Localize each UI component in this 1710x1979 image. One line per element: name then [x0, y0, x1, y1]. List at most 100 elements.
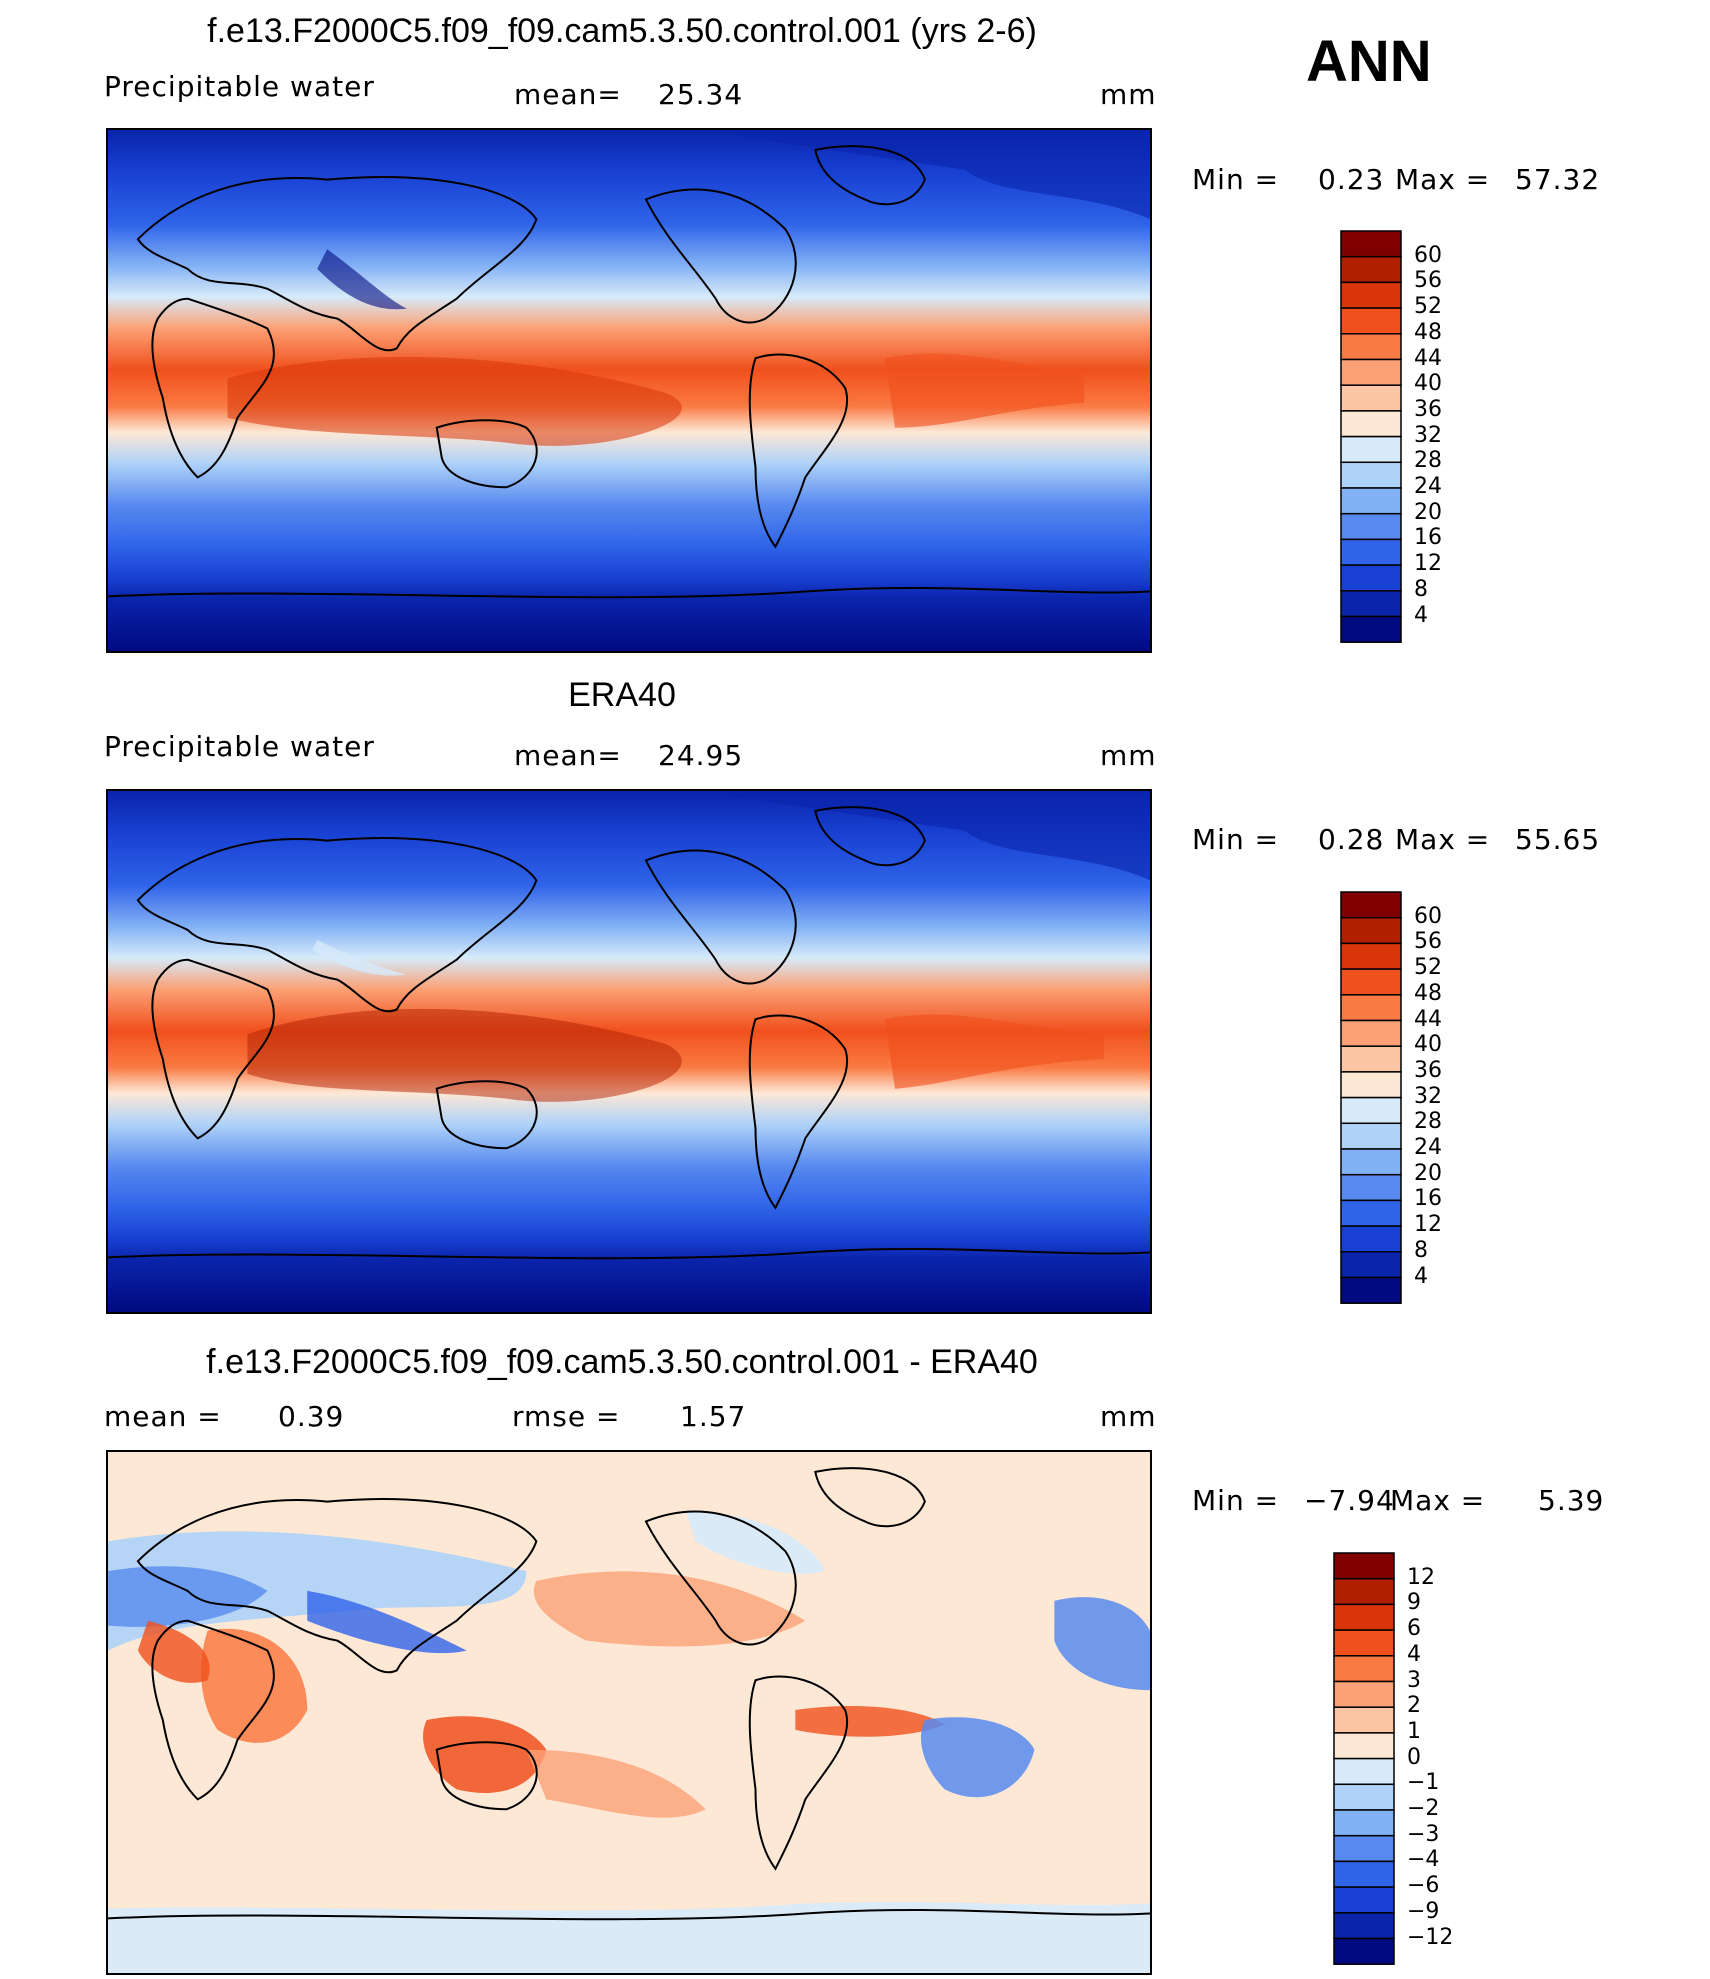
colorbar-tick-label: 60 — [1414, 903, 1442, 929]
colorbar-tick-label: 32 — [1414, 422, 1442, 448]
colorbar-swatch — [1333, 1603, 1395, 1631]
colorbar-tick-label: 24 — [1414, 1135, 1442, 1160]
colorbar-tick-label: 44 — [1414, 1006, 1442, 1032]
colorbar-tick-label: 9 — [1407, 1590, 1421, 1616]
colorbar-tick-label: 8 — [1414, 576, 1428, 602]
colorbar-tick-label: −1 — [1407, 1770, 1440, 1796]
panel-2-map — [106, 789, 1152, 1314]
colorbar-swatch — [1333, 1706, 1395, 1734]
colorbar-tick-label: 40 — [1414, 371, 1442, 397]
colorbar-swatch — [1340, 230, 1402, 258]
panel-3-units: mm — [1100, 1400, 1157, 1433]
panel-3-rmse-value: 1.57 — [680, 1400, 747, 1433]
colorbar-tick-label: 6 — [1407, 1616, 1421, 1642]
colorbar-swatch — [1340, 916, 1402, 945]
colorbar-swatch — [1340, 1225, 1402, 1253]
colorbar-swatch — [1340, 384, 1402, 412]
panel-2-title: ERA40 — [568, 676, 676, 714]
colorbar-tick-label: 40 — [1414, 1032, 1442, 1058]
colorbar-swatch — [1340, 968, 1402, 996]
colorbar-swatch — [1340, 1251, 1402, 1279]
colorbar-swatch — [1340, 1071, 1402, 1099]
colorbar-tick-label: −3 — [1407, 1821, 1440, 1847]
colorbar-tick-label: 44 — [1414, 345, 1442, 371]
colorbar-swatch — [1340, 994, 1402, 1022]
colorbar-swatch — [1340, 512, 1402, 541]
colorbar-swatch — [1340, 307, 1402, 335]
panel-2-mean-value: 24.95 — [658, 739, 744, 772]
colorbar-swatch — [1340, 435, 1402, 464]
colorbar-tick-label: 32 — [1414, 1083, 1442, 1109]
panel-3-map — [106, 1450, 1152, 1975]
panel-3-max-value: 5.39 — [1538, 1484, 1605, 1517]
colorbar-tick-label: 4 — [1414, 1263, 1428, 1289]
colorbar-swatch — [1340, 1148, 1402, 1176]
colorbar-tick-label: 2 — [1407, 1693, 1421, 1719]
colorbar-swatch — [1340, 1045, 1402, 1073]
colorbar-tick-label: 3 — [1407, 1667, 1421, 1693]
panel-1-max-label: Max = — [1395, 163, 1491, 196]
season-label: ANN — [1306, 29, 1432, 94]
panel-1-title: f.e13.F2000C5.f09_f09.cam5.3.50.control.… — [207, 12, 1037, 50]
colorbar-swatch — [1340, 1276, 1402, 1304]
colorbar-swatch — [1340, 538, 1402, 566]
colorbar-swatch — [1340, 281, 1402, 309]
colorbar-swatch — [1340, 891, 1402, 919]
colorbar-swatch — [1333, 1629, 1395, 1657]
colorbar-tick-label: −2 — [1407, 1796, 1440, 1821]
panel-2-units: mm — [1100, 739, 1157, 772]
colorbar-swatch — [1333, 1886, 1395, 1914]
colorbar-tick-label: 1 — [1407, 1718, 1421, 1744]
panel-1-field — [108, 130, 1150, 651]
colorbar-swatch — [1333, 1809, 1395, 1837]
colorbar-tick-label: −4 — [1407, 1847, 1440, 1873]
colorbar-swatch — [1340, 1199, 1402, 1227]
colorbar-swatch — [1333, 1834, 1395, 1863]
colorbar-swatch — [1333, 1680, 1395, 1708]
panel-3-min-value: −7.94 — [1304, 1484, 1395, 1517]
panel-3-mean-value: 0.39 — [278, 1400, 345, 1433]
panel-2-min-value: 0.28 — [1318, 823, 1385, 856]
panel-2-min-label: Min = — [1192, 823, 1280, 856]
colorbar-swatch — [1340, 590, 1402, 618]
colorbar-tick-label: 36 — [1414, 396, 1442, 422]
panel-3-anomaly-patches — [108, 1511, 1150, 1973]
colorbar-swatch — [1340, 615, 1402, 643]
panel-1-min-label: Min = — [1192, 163, 1280, 196]
colorbar-swatches — [1340, 230, 1402, 643]
colorbar-tick-label: 20 — [1414, 1160, 1442, 1186]
colorbar-swatch — [1340, 1173, 1402, 1202]
panel-1-max-value: 57.32 — [1515, 163, 1601, 196]
colorbar-swatch — [1340, 1019, 1402, 1047]
colorbar-tick-label: 12 — [1414, 1212, 1442, 1238]
panel-1-mean-value: 25.34 — [658, 78, 744, 111]
colorbar-tick-label: 60 — [1414, 242, 1442, 268]
colorbar-swatch — [1340, 333, 1402, 361]
panel-3-field — [108, 1452, 1150, 1973]
colorbar-swatch — [1333, 1757, 1395, 1786]
colorbar-swatch — [1333, 1655, 1395, 1683]
colorbar-tick-label: 52 — [1414, 955, 1442, 981]
colorbar-tick-label: 4 — [1407, 1641, 1421, 1667]
colorbar-swatch — [1333, 1937, 1395, 1965]
colorbar-swatches — [1340, 891, 1402, 1304]
panel-2-max-label: Max = — [1395, 823, 1491, 856]
panel-1-min-value: 0.23 — [1318, 163, 1385, 196]
colorbar-swatch — [1333, 1577, 1395, 1606]
colorbar-swatch — [1333, 1783, 1395, 1811]
colorbar-tick-label: 16 — [1414, 525, 1442, 551]
colorbar-swatch — [1333, 1552, 1395, 1580]
colorbar-tick-label: 24 — [1414, 474, 1442, 499]
panel-1-mean-label: mean= — [514, 78, 622, 111]
panel-3-max-label: Max = — [1390, 1484, 1486, 1517]
panel-2-field — [108, 791, 1150, 1312]
panel-2-max-value: 55.65 — [1515, 823, 1601, 856]
colorbar-tick-label: −6 — [1407, 1873, 1440, 1899]
colorbar-swatch — [1340, 461, 1402, 489]
panel-1-variable-label: Precipitable water — [104, 70, 375, 103]
colorbar-swatches — [1333, 1552, 1395, 1965]
colorbar-tick-label: 48 — [1414, 980, 1442, 1006]
colorbar-tick-label: 12 — [1414, 551, 1442, 577]
panel-2-variable-label: Precipitable water — [104, 730, 375, 763]
colorbar-swatch — [1340, 487, 1402, 515]
